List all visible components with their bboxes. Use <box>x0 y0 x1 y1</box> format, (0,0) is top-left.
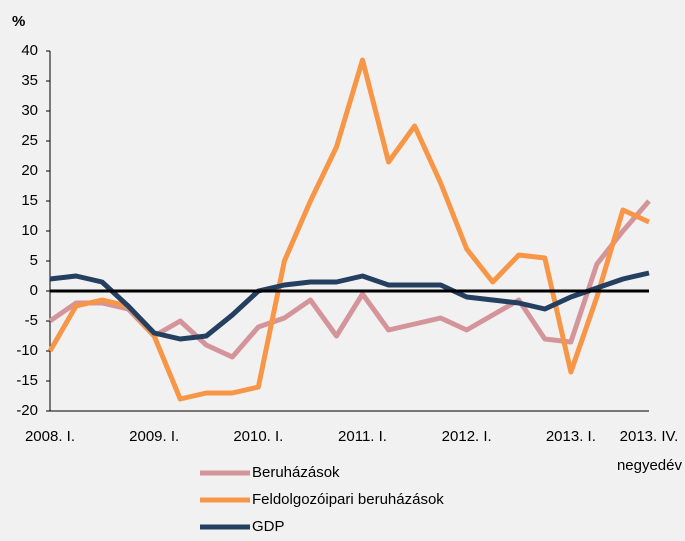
y-tick-label: 15 <box>21 192 38 209</box>
y-tick-label: 5 <box>30 252 38 269</box>
x-tick-label: 2009. I. <box>129 428 179 445</box>
series-line <box>49 270 650 342</box>
y-axis-label: % <box>12 13 25 30</box>
x-tick-label: 2011. I. <box>338 428 387 445</box>
y-tick-label: -10 <box>16 342 38 359</box>
x-tick-label: 2013. IV. <box>620 428 679 445</box>
y-tick-label: -20 <box>16 402 38 419</box>
y-tick-label: -5 <box>25 312 38 329</box>
legend-label: Feldolgozóipari beruházások <box>252 491 444 508</box>
y-tick-label: 20 <box>21 162 38 179</box>
x-axis-label: negyedév <box>617 457 683 474</box>
y-tick-label: 0 <box>30 282 38 299</box>
y-tick-label: 40 <box>21 42 38 59</box>
y-tick-label: 35 <box>21 72 38 89</box>
y-tick-label: -15 <box>16 372 38 389</box>
x-tick-label: 2008. I. <box>25 428 75 445</box>
y-tick-label: 10 <box>21 222 38 239</box>
y-tick-label: 25 <box>21 132 38 149</box>
x-tick-label: 2012. I. <box>442 428 492 445</box>
legend-label: GDP <box>252 518 285 535</box>
legend-label: Beruházások <box>252 464 340 481</box>
series-line <box>47 57 651 402</box>
x-tick-label: 2010. I. <box>233 428 283 445</box>
x-tick-label: 2013. I. <box>546 428 596 445</box>
y-tick-label: 30 <box>21 102 38 119</box>
